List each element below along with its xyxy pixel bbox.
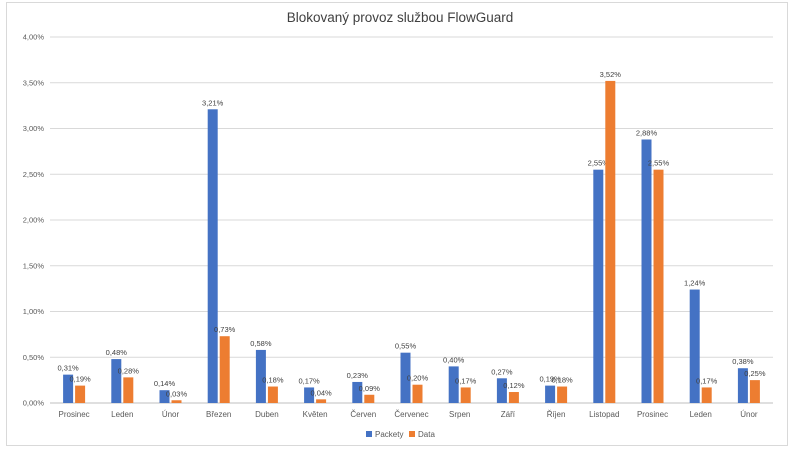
bar-packety-10 <box>545 385 556 403</box>
bar-data-12 <box>653 169 664 403</box>
legend-swatch-data <box>409 431 415 437</box>
data-label-packety-3: 3,21% <box>202 98 224 107</box>
data-label-packety-9: 0,27% <box>491 367 513 376</box>
x-tick-label: Duben <box>255 410 279 419</box>
bar-data-8 <box>460 387 471 403</box>
y-tick-label: 1,50% <box>23 261 45 270</box>
data-label-packety-5: 0,17% <box>298 376 320 385</box>
bar-data-6 <box>364 394 375 403</box>
data-label-data-2: 0,03% <box>166 389 188 398</box>
bar-packety-14 <box>737 368 748 403</box>
data-label-data-14: 0,25% <box>744 369 766 378</box>
legend: Packety Data <box>366 430 435 439</box>
data-label-data-13: 0,17% <box>696 376 718 385</box>
bar-packety-0 <box>63 374 74 403</box>
y-tick-label: 4,00% <box>23 33 45 42</box>
y-tick-label: 0,00% <box>23 399 45 408</box>
y-tick-label: 3,00% <box>23 124 45 133</box>
bar-data-0 <box>75 385 86 403</box>
data-label-packety-13: 1,24% <box>684 279 706 288</box>
y-tick-label: 0,50% <box>23 353 45 362</box>
bar-packety-9 <box>496 378 507 403</box>
y-tick-label: 2,00% <box>23 216 45 225</box>
x-tick-label: Srpen <box>449 410 470 419</box>
bar-packety-8 <box>448 366 459 403</box>
x-tick-label: Leden <box>111 410 133 419</box>
grid-lines <box>50 36 773 404</box>
data-label-data-12: 2,55% <box>648 159 670 168</box>
bar-data-3 <box>219 336 230 403</box>
x-tick-label: Říjen <box>547 410 566 419</box>
bar-packety-12 <box>641 139 652 404</box>
x-tick-label: Únor <box>740 410 758 419</box>
x-axis: Prosinec Leden Únor Březen Duben Květen Červen… <box>59 410 758 419</box>
x-tick-label: Březen <box>206 410 231 419</box>
y-tick-label: 3,50% <box>23 78 45 87</box>
chart-title: Blokovaný provoz službou FlowGuard <box>287 10 514 25</box>
data-label-data-5: 0,04% <box>310 388 332 397</box>
x-tick-label: Leden <box>690 410 712 419</box>
bars: 0,31% 0,19% 0,48% 0,28% 0,14%0,03% 3,21% 0,73%… <box>57 70 766 404</box>
bar-data-11 <box>605 80 616 404</box>
bar-data-10 <box>557 386 568 403</box>
bar-data-1 <box>123 377 134 403</box>
legend-swatch-packety <box>366 431 372 437</box>
data-label-data-4: 0,18% <box>262 376 284 385</box>
x-tick-label: Září <box>501 410 516 419</box>
y-tick-label: 2,50% <box>23 170 45 179</box>
bar-packety-3 <box>207 109 218 403</box>
bar-data-9 <box>508 392 519 403</box>
bar-data-7 <box>412 384 423 403</box>
data-label-packety-7: 0,55% <box>395 342 417 351</box>
x-tick-label: Prosinec <box>59 410 90 419</box>
bar-data-14 <box>749 380 760 403</box>
data-label-data-0: 0,19% <box>69 375 91 384</box>
legend-label-packety: Packety <box>375 430 403 439</box>
x-tick-label: Červenec <box>394 410 428 419</box>
data-label-packety-8: 0,40% <box>443 355 465 364</box>
data-label-data-10: 0,18% <box>551 376 573 385</box>
data-label-packety-11: 2,55% <box>588 159 610 168</box>
data-label-data-7: 0,20% <box>407 374 429 383</box>
data-label-data-8: 0,17% <box>455 376 477 385</box>
data-label-data-1: 0,28% <box>118 366 140 375</box>
data-label-packety-6: 0,23% <box>347 371 369 380</box>
data-label-packety-12: 2,88% <box>636 128 658 137</box>
legend-label-data: Data <box>418 430 435 439</box>
bar-packety-4 <box>255 349 266 403</box>
y-tick-label: 1,00% <box>23 307 45 316</box>
x-tick-label: Listopad <box>589 410 619 419</box>
bar-packety-11 <box>593 169 604 403</box>
bar-packety-6 <box>352 381 363 403</box>
x-tick-label: Květen <box>303 410 328 419</box>
data-label-data-3: 0,73% <box>214 325 236 334</box>
bar-data-4 <box>267 386 278 403</box>
data-label-packety-10: 0,19% <box>539 375 561 384</box>
x-tick-label: Únor <box>162 410 180 419</box>
bar-packety-1 <box>111 359 122 403</box>
bar-packety-7 <box>400 352 411 403</box>
data-label-packety-4: 0,58% <box>250 339 272 348</box>
bar-packety-13 <box>689 289 700 403</box>
data-label-data-9: 0,12% <box>503 381 525 390</box>
bar-packety-2 <box>159 390 170 403</box>
x-tick-label: Prosinec <box>637 410 668 419</box>
data-label-packety-2: 0,14% <box>154 379 176 388</box>
data-label-packety-0: 0,31% <box>57 364 79 373</box>
data-label-packety-1: 0,48% <box>106 348 128 357</box>
data-label-data-6: 0,09% <box>359 384 381 393</box>
data-label-data-11: 3,52% <box>600 70 622 79</box>
bar-data-13 <box>701 387 712 403</box>
data-label-packety-14: 0,38% <box>732 357 754 366</box>
y-axis: 0,00% 0,50% 1,00% 1,50% 2,00% 2,50% 3,00% 3,50%… <box>23 33 45 408</box>
x-tick-label: Červen <box>350 410 376 419</box>
bar-data-2 <box>171 400 182 403</box>
bar-packety-5 <box>304 387 315 403</box>
bar-data-5 <box>316 399 327 403</box>
